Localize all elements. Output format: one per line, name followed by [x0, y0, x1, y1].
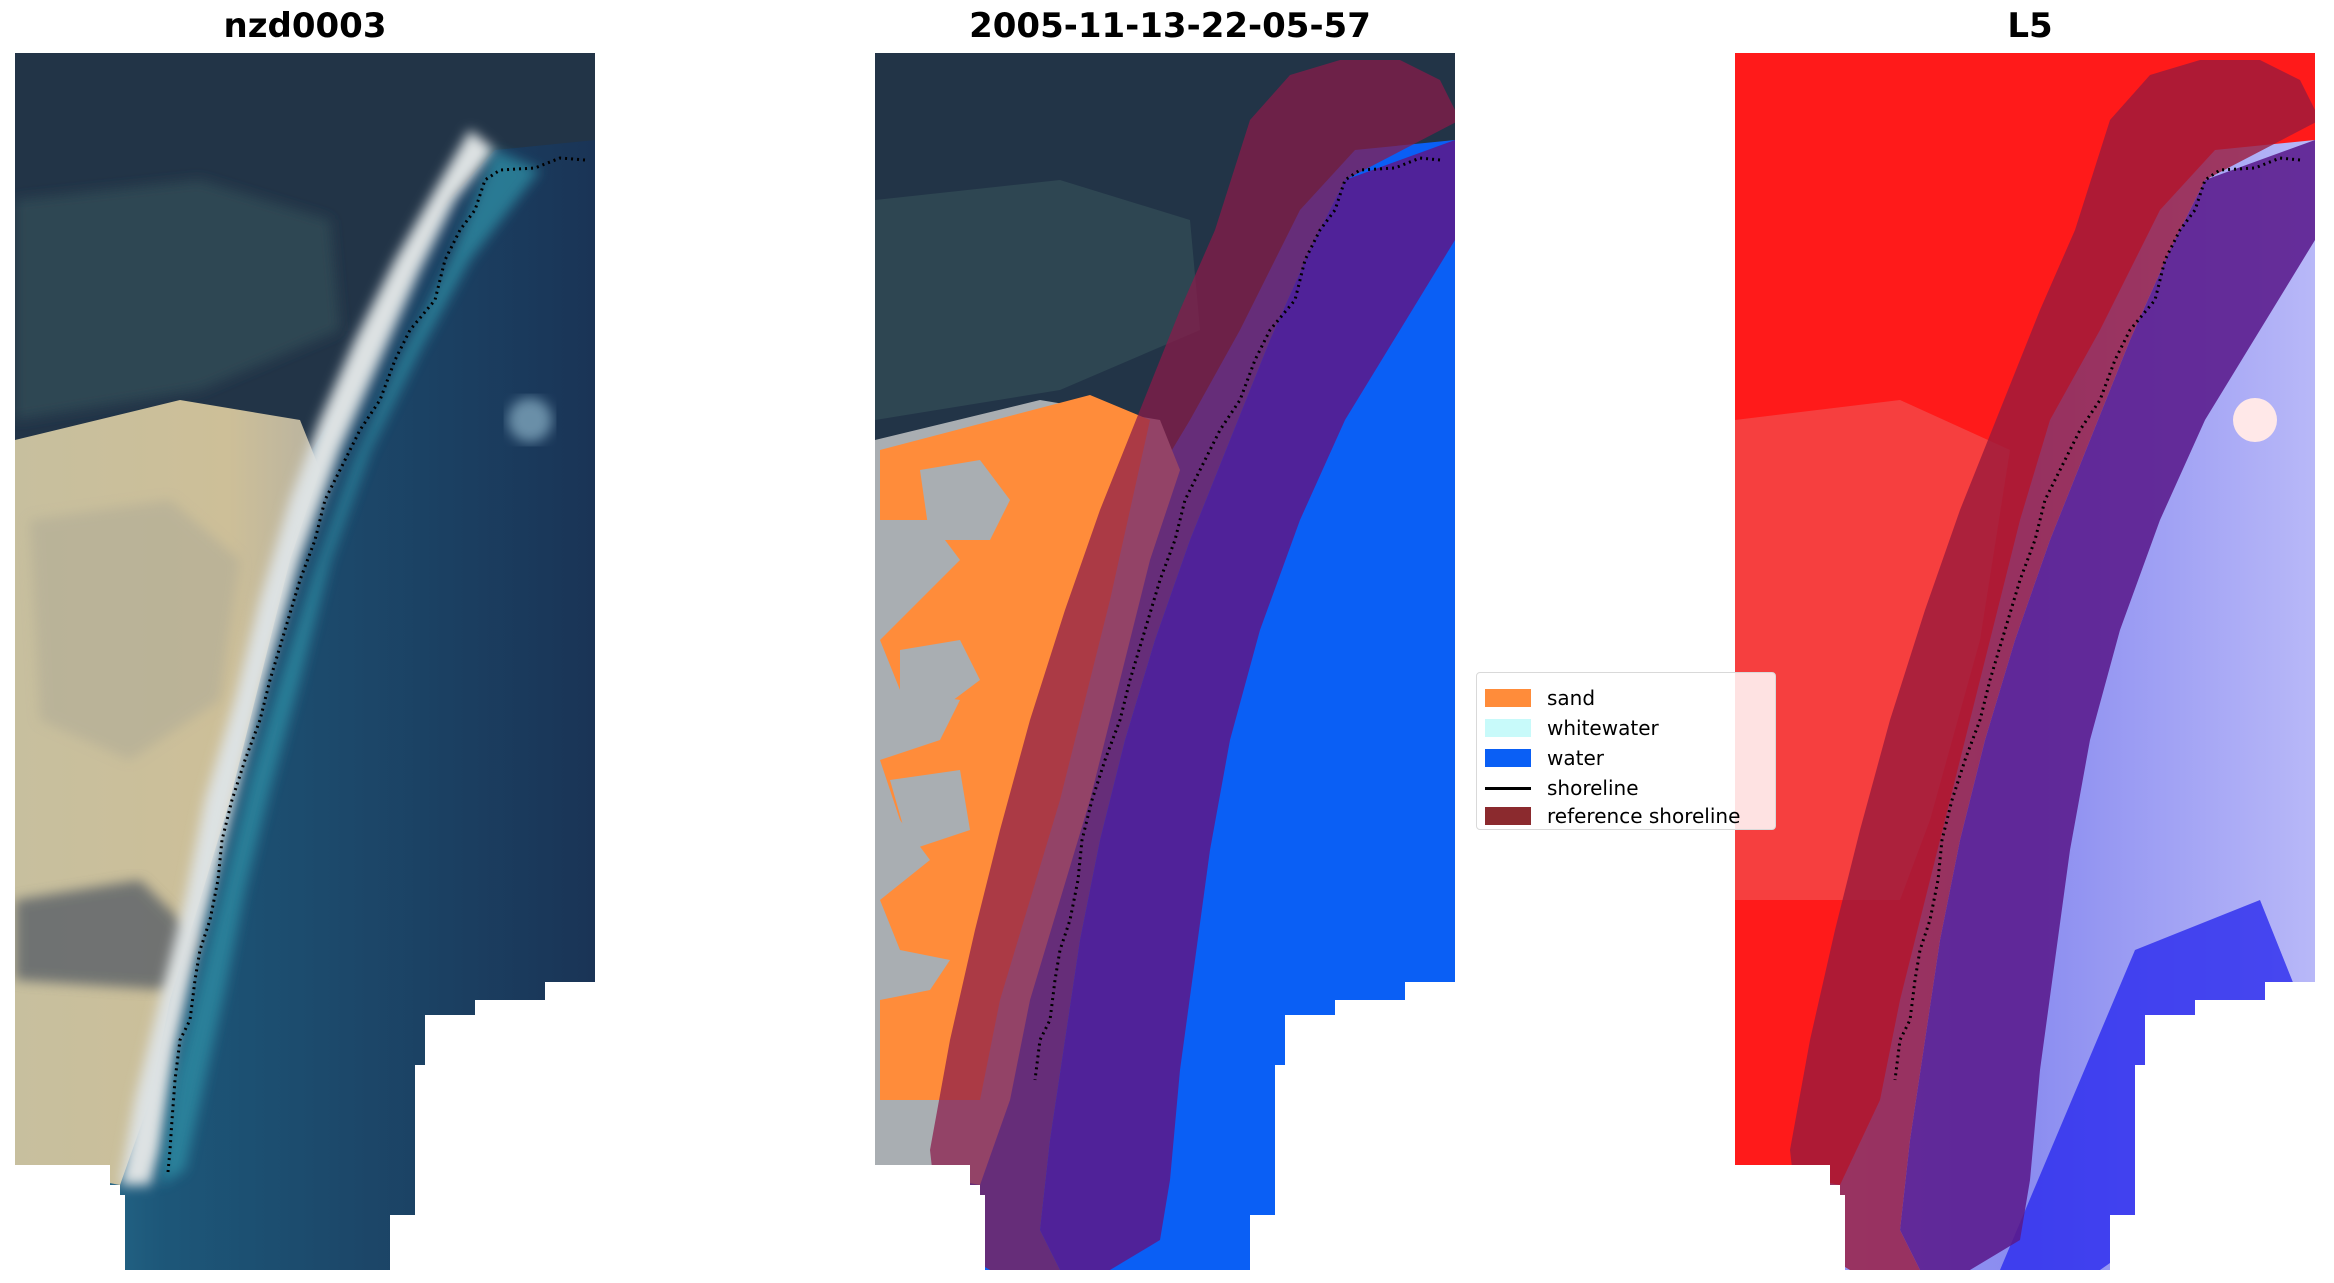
whitewater-swatch	[1485, 719, 1531, 737]
panel-2-title: 2005-11-13-22-05-57	[969, 6, 1371, 46]
panel-3-title: L5	[2007, 6, 2053, 46]
legend-item-shoreline: shoreline	[1485, 773, 1639, 803]
shoreline-panel-3	[1893, 156, 2301, 1081]
shoreline-line-swatch	[1485, 786, 1531, 790]
legend-label-shoreline: shoreline	[1547, 776, 1639, 800]
legend-item-sand: sand	[1485, 683, 1595, 713]
legend-label-water: water	[1547, 746, 1604, 770]
legend-item-reference-shoreline: reference shoreline	[1485, 801, 1740, 831]
water-swatch	[1485, 749, 1531, 767]
shoreline-panel-2	[1033, 156, 1441, 1081]
legend: sand whitewater water shoreline referenc…	[1476, 672, 1776, 830]
legend-label-sand: sand	[1547, 686, 1596, 710]
legend-label-whitewater: whitewater	[1547, 716, 1659, 740]
reference-shoreline-swatch	[1485, 807, 1531, 825]
legend-item-water: water	[1485, 743, 1604, 773]
legend-item-whitewater: whitewater	[1485, 713, 1659, 743]
legend-label-reference-shoreline: reference shoreline	[1547, 804, 1741, 828]
panel-1-title: nzd0003	[223, 6, 387, 46]
sand-swatch	[1485, 689, 1531, 707]
shoreline-panel-1	[166, 156, 586, 1173]
